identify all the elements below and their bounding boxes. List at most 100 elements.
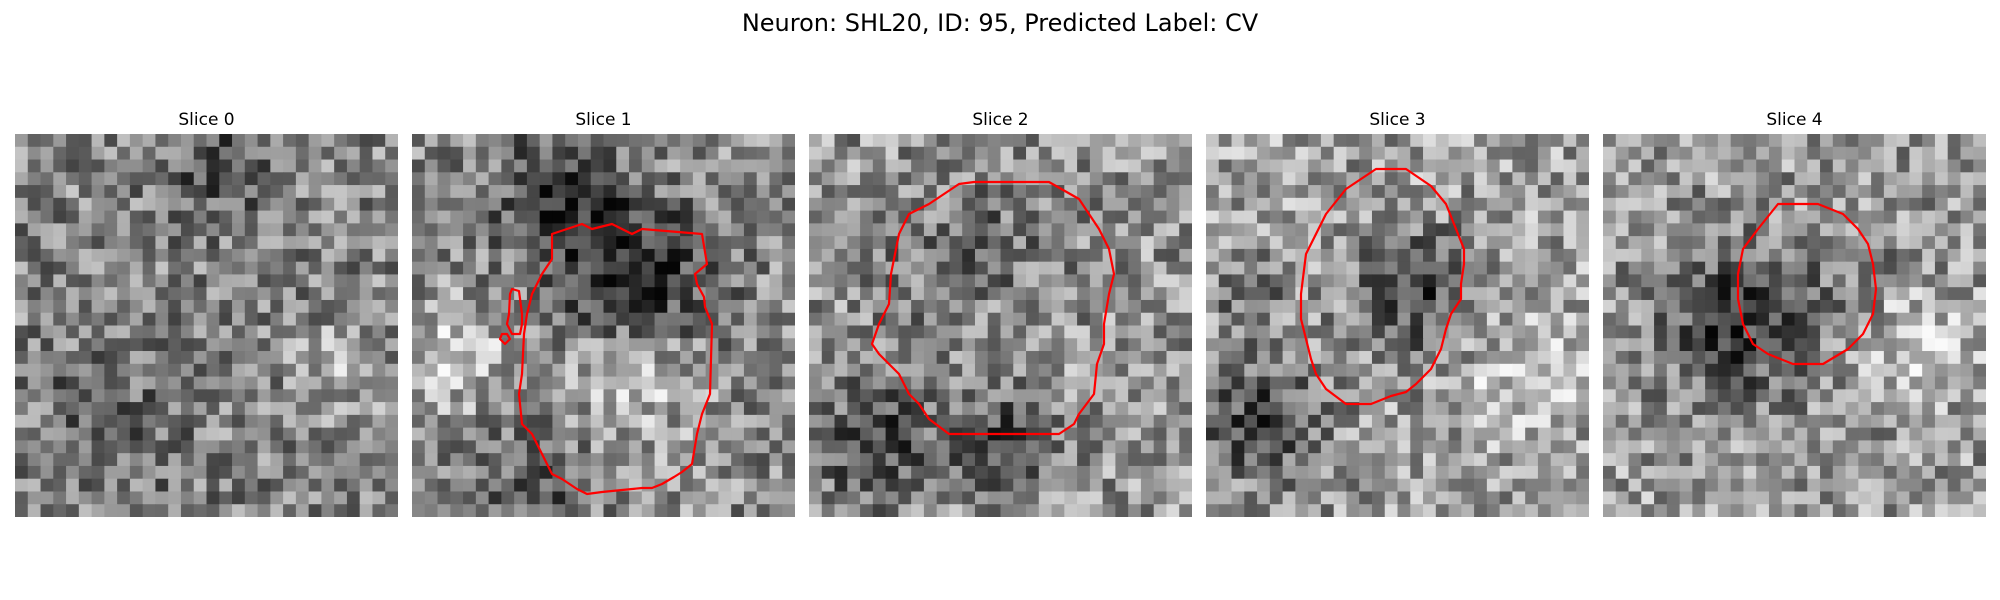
pixel-cell bbox=[257, 351, 271, 365]
pixel-cell bbox=[974, 351, 989, 365]
pixel-cell bbox=[346, 236, 361, 250]
pixel-cell bbox=[257, 287, 271, 301]
pixel-cell bbox=[1257, 172, 1271, 186]
pixel-cell bbox=[1615, 274, 1630, 288]
pixel-cell bbox=[923, 236, 938, 250]
pixel-cell bbox=[1051, 389, 1065, 403]
pixel-cell bbox=[27, 146, 42, 161]
pixel-cell bbox=[1320, 146, 1335, 161]
pixel-cell bbox=[1077, 299, 1091, 314]
pixel-cell bbox=[1448, 376, 1462, 390]
pixel-cell bbox=[1960, 478, 1974, 492]
pixel-cell bbox=[437, 159, 451, 173]
pixel-cell bbox=[15, 389, 29, 403]
pixel-cell bbox=[1257, 312, 1271, 326]
pixel-cell bbox=[936, 210, 950, 224]
pixel-cell bbox=[1244, 504, 1258, 517]
pixel-cell bbox=[475, 376, 490, 390]
pixel-cell bbox=[1896, 325, 1910, 339]
pixel-cell bbox=[1423, 504, 1437, 517]
pixel-cell bbox=[974, 491, 989, 505]
pixel-cell bbox=[1603, 351, 1617, 365]
pixel-cell bbox=[756, 299, 770, 314]
pixel-cell bbox=[412, 465, 426, 480]
pixel-cell bbox=[1384, 146, 1398, 161]
pixel-cell bbox=[936, 414, 950, 429]
pixel-cell bbox=[1474, 325, 1488, 339]
pixel-cell bbox=[1525, 351, 1539, 365]
pixel-cell bbox=[872, 491, 887, 505]
pixel-cell bbox=[1346, 210, 1360, 224]
pixel-cell bbox=[359, 197, 373, 212]
pixel-cell bbox=[1013, 312, 1027, 326]
pixel-cell bbox=[232, 197, 246, 212]
pixel-cell bbox=[616, 197, 630, 212]
pixel-cell bbox=[78, 223, 93, 237]
pixel-cell bbox=[1768, 453, 1783, 467]
pixel-cell bbox=[193, 236, 207, 250]
pixel-cell bbox=[1705, 312, 1719, 326]
pixel-cell bbox=[1140, 402, 1155, 416]
pixel-cell bbox=[168, 134, 182, 148]
pixel-cell bbox=[1359, 402, 1373, 416]
pixel-cell bbox=[1140, 236, 1155, 250]
pixel-cell bbox=[1807, 210, 1821, 224]
pixel-cell bbox=[718, 491, 732, 505]
pixel-cell bbox=[1026, 274, 1040, 288]
pixel-cell bbox=[1128, 223, 1142, 237]
pixel-cell bbox=[718, 504, 732, 517]
pixel-cell bbox=[346, 299, 361, 314]
pixel-cell bbox=[731, 351, 745, 365]
pixel-cell bbox=[1384, 440, 1398, 454]
pixel-cell bbox=[731, 414, 745, 429]
pixel-cell bbox=[1397, 299, 1411, 314]
pixel-cell bbox=[577, 236, 592, 250]
pixel-cell bbox=[1257, 440, 1271, 454]
pixel-cell bbox=[1461, 491, 1475, 505]
pixel-cell bbox=[372, 414, 386, 429]
pixel-cell bbox=[962, 389, 976, 403]
pixel-cell bbox=[1295, 159, 1309, 173]
pixel-cell bbox=[129, 210, 144, 224]
pixel-cell bbox=[1038, 338, 1053, 352]
pixel-cell bbox=[308, 248, 322, 263]
pixel-cell bbox=[1115, 312, 1129, 326]
pixel-cell bbox=[1512, 197, 1526, 212]
pixel-cell bbox=[1717, 351, 1732, 365]
pixel-cell bbox=[66, 197, 80, 212]
pixel-cell bbox=[974, 402, 989, 416]
pixel-cell bbox=[450, 287, 464, 301]
pixel-cell bbox=[1448, 325, 1462, 339]
pixel-cell bbox=[257, 504, 271, 517]
pixel-cell bbox=[1282, 414, 1296, 429]
pixel-cell bbox=[1333, 402, 1347, 416]
pixel-cell bbox=[1705, 197, 1719, 212]
pixel-cell bbox=[1089, 338, 1104, 352]
pixel-cell bbox=[78, 389, 93, 403]
pixel-cell bbox=[1128, 274, 1142, 288]
pixel-cell bbox=[1973, 299, 1986, 314]
pixel-cell bbox=[987, 134, 1001, 148]
pixel-cell bbox=[923, 453, 938, 467]
slice-panel-2: Slice 2 bbox=[809, 110, 1192, 520]
pixel-cell bbox=[27, 312, 42, 326]
pixel-cell bbox=[1115, 491, 1129, 505]
pixel-cell bbox=[1077, 389, 1091, 403]
pixel-cell bbox=[809, 134, 823, 148]
pixel-cell bbox=[142, 248, 156, 263]
pixel-cell bbox=[1794, 402, 1808, 416]
pixel-cell bbox=[1883, 389, 1898, 403]
pixel-cell bbox=[450, 312, 464, 326]
pixel-cell bbox=[1013, 185, 1027, 199]
pixel-cell bbox=[1537, 172, 1552, 186]
pixel-cell bbox=[475, 427, 490, 441]
pixel-cell bbox=[1064, 146, 1078, 161]
pixel-cell bbox=[514, 427, 528, 441]
pixel-cell bbox=[885, 210, 899, 224]
pixel-cell bbox=[565, 363, 579, 378]
pixel-cell bbox=[1705, 389, 1719, 403]
pixel-cell bbox=[1743, 172, 1757, 186]
pixel-cell bbox=[40, 146, 54, 161]
pixel-cell bbox=[321, 312, 335, 326]
pixel-cell bbox=[1576, 185, 1589, 199]
